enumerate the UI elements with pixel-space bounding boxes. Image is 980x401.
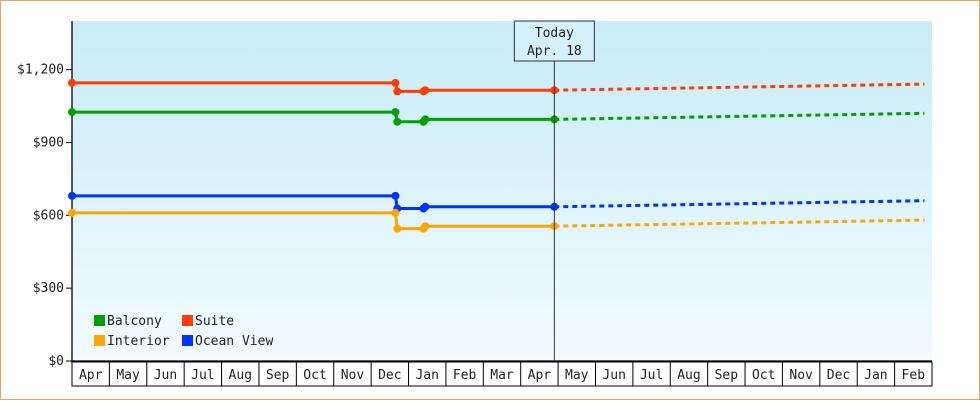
series-layer	[68, 78, 925, 233]
data-point	[68, 191, 76, 200]
x-tick-label: Feb	[453, 368, 477, 383]
data-point	[391, 191, 400, 200]
x-tick-label: Oct	[752, 368, 775, 383]
x-tick-label: Oct	[303, 368, 326, 383]
data-point	[421, 202, 430, 211]
x-tick-label: Nov	[341, 368, 365, 383]
x-tick-label: May	[116, 368, 140, 383]
legend-swatch	[182, 315, 193, 326]
data-point	[68, 208, 76, 217]
x-axis: Apr May Jun Jul Aug Sep Oct Nov Dec Jan Feb Mar Apr M…	[71, 360, 933, 387]
series-line	[72, 194, 555, 210]
data-point	[421, 222, 430, 231]
x-tick-label: Jun	[154, 368, 177, 383]
data-point	[391, 208, 400, 217]
series-ocean-view	[68, 191, 925, 213]
data-point	[391, 108, 400, 117]
x-tick-label: Jan	[864, 368, 887, 383]
legend-label: Suite	[195, 314, 234, 329]
series-suite	[68, 78, 925, 96]
x-tick-label: Dec	[378, 368, 401, 383]
x-tick-label: Sep	[715, 368, 739, 383]
x-tick-label: Sep	[266, 368, 290, 383]
y-tick-label: $0	[48, 354, 64, 369]
x-tick-label: Nov	[789, 368, 813, 383]
series-line	[72, 110, 555, 124]
today-box	[513, 20, 595, 62]
legend-item: Interior	[94, 334, 170, 349]
series-interior	[68, 208, 925, 233]
series-forecast-line	[554, 82, 925, 92]
x-tick-label: Jun	[602, 368, 625, 383]
y-tick-label: $300	[33, 281, 64, 296]
x-tick-label: Jul	[640, 368, 663, 383]
data-point	[68, 108, 76, 117]
x-axis-band	[71, 361, 933, 387]
today-marker: Today Apr. 18	[513, 20, 595, 361]
legend-swatch	[94, 335, 105, 346]
data-point	[421, 115, 430, 124]
today-date: Apr. 18	[527, 44, 582, 59]
series-balcony	[68, 108, 925, 126]
series-line	[72, 211, 555, 231]
data-point	[393, 117, 402, 126]
legend-label: Balcony	[107, 314, 162, 329]
legend-label: Interior	[107, 334, 170, 349]
y-tick-label: $1,200	[17, 63, 64, 78]
data-point	[421, 86, 430, 95]
y-tick-label: $900	[33, 135, 64, 150]
legend: Balcony Suite Interior Ocean View	[94, 314, 273, 349]
legend-item: Suite	[182, 314, 234, 329]
x-tick-label: Jul	[191, 368, 214, 383]
legend-label: Ocean View	[195, 334, 273, 349]
y-tick-label: $600	[33, 208, 64, 223]
series-forecast-line	[554, 111, 925, 121]
data-point	[68, 78, 76, 87]
series-forecast-line	[554, 199, 925, 209]
data-point	[393, 87, 402, 96]
x-tick-label: Apr	[79, 368, 103, 383]
x-tick-label: Jan	[415, 368, 438, 383]
y-axis: $0 $300 $600 $900 $1,200	[17, 21, 73, 369]
plot-background	[72, 21, 932, 361]
series-line	[72, 81, 555, 93]
legend-item: Balcony	[94, 314, 162, 329]
x-tick-label: Apr	[528, 368, 552, 383]
legend-item: Ocean View	[182, 334, 273, 349]
x-tick-label: Dec	[827, 368, 850, 383]
data-point	[391, 78, 400, 87]
x-tick-label: Aug	[677, 368, 700, 383]
x-tick-label: May	[565, 368, 589, 383]
x-tick-label: Feb	[902, 368, 926, 383]
x-tick-label: Mar	[490, 368, 514, 383]
data-point	[393, 224, 402, 233]
today-label: Today	[535, 26, 574, 41]
legend-swatch	[182, 335, 193, 346]
series-forecast-line	[554, 218, 925, 228]
legend-swatch	[94, 315, 105, 326]
x-tick-label: Aug	[229, 368, 252, 383]
